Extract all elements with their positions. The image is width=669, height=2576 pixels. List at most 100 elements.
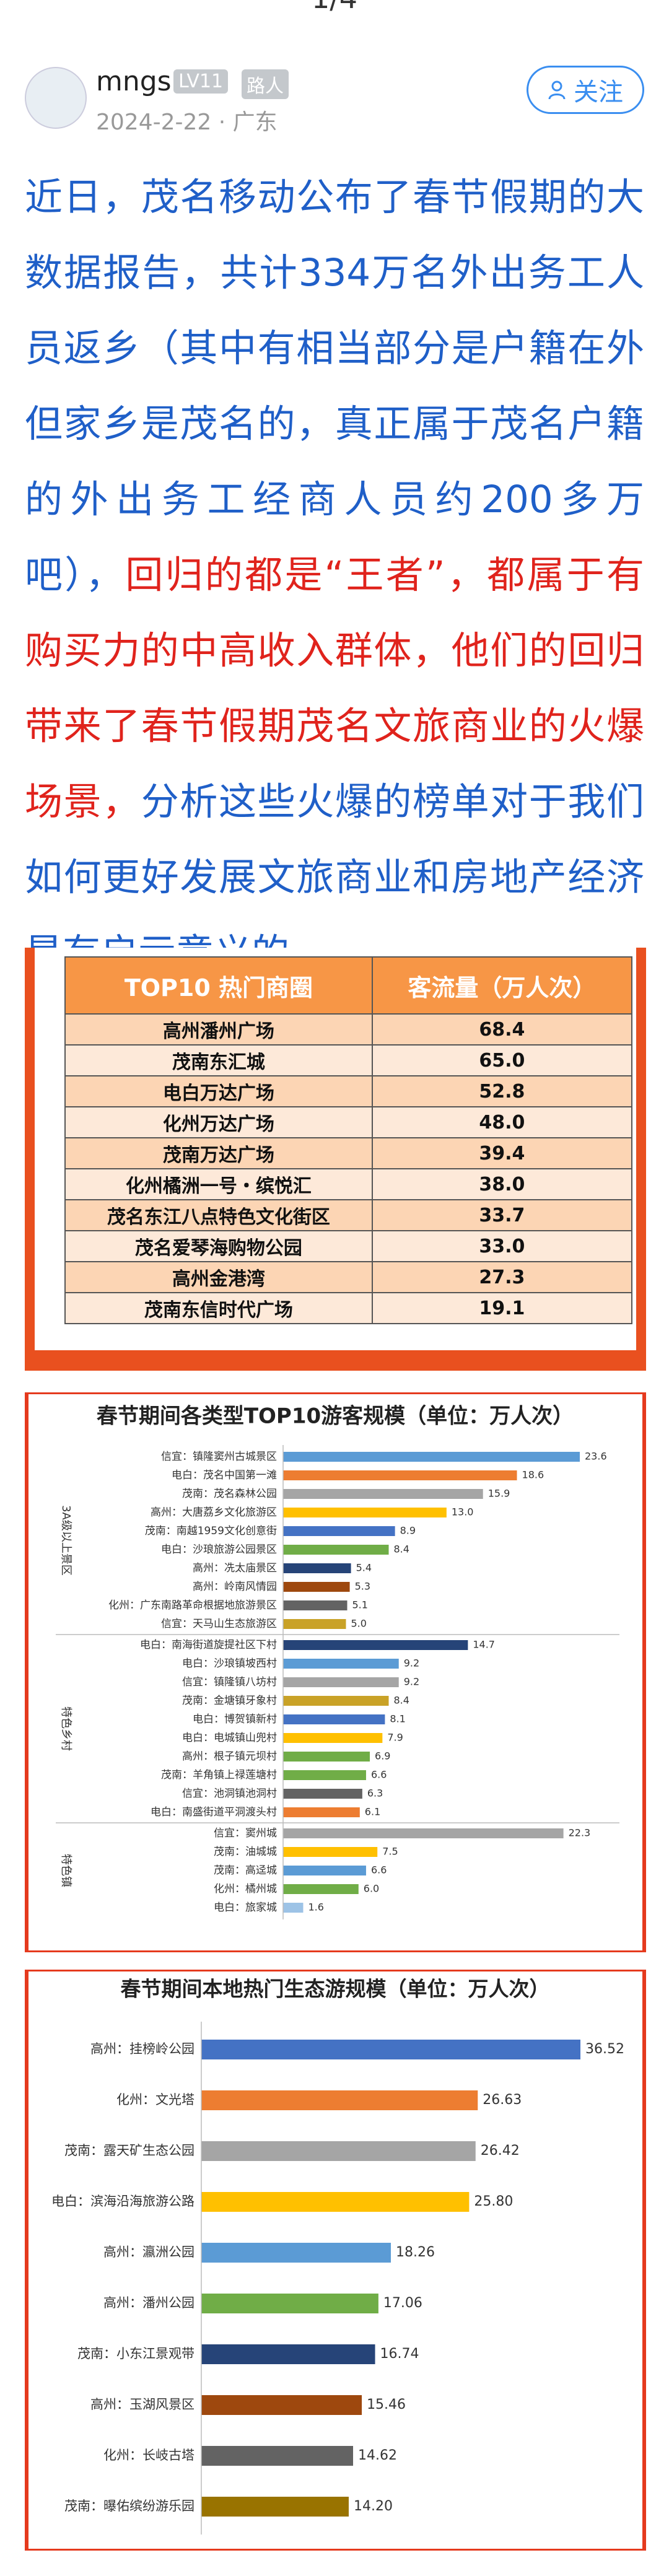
value-label: 22.3 <box>569 1827 591 1839</box>
bar <box>283 1452 580 1462</box>
bar <box>201 2192 470 2212</box>
category-label: 茂南：茂名森林公园 <box>182 1488 277 1500</box>
bar <box>283 1696 389 1706</box>
value-label: 8.4 <box>393 1543 409 1555</box>
category-label: 茂南：小东江景观带 <box>77 2346 195 2361</box>
category-label: 茂南：羊角镇上禄莲塘村 <box>161 1769 277 1781</box>
category-label: 电白：沙琅镇坡西村 <box>182 1657 277 1670</box>
category-label: 化州：长岐古塔 <box>103 2448 195 2463</box>
value-label: 14.62 <box>358 2448 397 2463</box>
category-label: 信宜：镇隆镇八坊村 <box>182 1676 277 1688</box>
avatar[interactable] <box>25 67 87 129</box>
bar <box>201 2446 354 2466</box>
category-label: 高州：岭南风情园 <box>193 1581 277 1593</box>
table-row: 茂名东江八点特色文化街区 33.7 <box>64 1199 633 1231</box>
bar <box>283 1847 378 1857</box>
category-label: 化州：橘州城 <box>214 1883 277 1895</box>
value-label: 9.2 <box>404 1676 419 1688</box>
table-cell: 39.4 <box>371 1137 633 1169</box>
table-cell: 高州金港湾 <box>64 1261 373 1293</box>
table-cell: 19.1 <box>371 1292 633 1324</box>
value-label: 36.52 <box>585 2041 624 2057</box>
bar <box>283 1770 366 1780</box>
bar <box>283 1508 447 1517</box>
category-label: 信宜：镇隆窦州古城景区 <box>161 1451 277 1463</box>
category-label: 茂南：金塘镇牙象村 <box>182 1695 277 1707</box>
table-row: 茂南东信时代广场 19.1 <box>64 1292 633 1324</box>
value-label: 5.0 <box>351 1618 366 1630</box>
bar <box>283 1563 351 1573</box>
table-cell: 33.7 <box>371 1199 633 1231</box>
text-segment: 分析这些火爆的榜单对于我们如何更好发展文旅商业和房地产经济是有启示意义的。 <box>25 780 644 975</box>
value-label: 14.20 <box>354 2499 393 2514</box>
table-cell: 27.3 <box>371 1261 633 1293</box>
category-label: 高州：根子镇元坝村 <box>182 1750 277 1763</box>
category-label: 高州：瀛洲公园 <box>103 2245 195 2259</box>
bar <box>283 1828 564 1838</box>
bar <box>201 2344 375 2364</box>
value-label: 6.9 <box>375 1750 390 1762</box>
value-label: 26.42 <box>481 2143 520 2159</box>
bar <box>201 2395 362 2415</box>
level-badge: LV11 <box>173 69 229 94</box>
value-label: 15.46 <box>367 2397 406 2412</box>
category-label: 茂南：露天矿生态公园 <box>64 2143 195 2158</box>
follow-button[interactable]: 关注 <box>527 66 644 114</box>
value-label: 8.1 <box>390 1713 405 1725</box>
post-meta: 2024-2-22 · 广东 <box>96 110 278 135</box>
category-label: 茂南：油城城 <box>214 1846 277 1858</box>
category-label: 电白：电城镇山兜村 <box>182 1732 277 1744</box>
header-cell: TOP10 热门商圈 <box>64 956 373 1015</box>
group-label: 特色乡村 <box>59 1706 72 1751</box>
category-label: 化州：文光塔 <box>116 2092 195 2107</box>
value-label: 1.6 <box>308 1901 323 1913</box>
table-cell: 48.0 <box>371 1106 633 1138</box>
bar <box>283 1884 359 1894</box>
group-label: 特色镇 <box>59 1854 72 1887</box>
table-cell: 茂南东汇城 <box>64 1044 373 1076</box>
value-label: 7.5 <box>382 1846 398 1858</box>
category-label: 高州：冼太庙景区 <box>193 1562 277 1574</box>
bar <box>283 1640 468 1650</box>
table-cell: 化州万达广场 <box>64 1106 373 1138</box>
category-label: 电白：滨海沿海旅游公路 <box>51 2194 195 2209</box>
value-label: 23.6 <box>585 1451 607 1462</box>
category-label: 电白：沙琅旅游公园景区 <box>161 1543 277 1556</box>
bar <box>201 2243 391 2263</box>
bar <box>283 1470 517 1480</box>
table-image: TOP10 热门商圈 客流量（万人次） 高州潘州广场 68.4 茂南东汇城 65.0 电白万… <box>25 948 646 1371</box>
value-label: 6.1 <box>365 1806 380 1818</box>
follow-icon <box>548 81 566 100</box>
value-label: 6.6 <box>371 1864 387 1876</box>
value-label: 9.2 <box>404 1657 419 1669</box>
bar <box>201 2040 580 2059</box>
table-cell: 52.8 <box>371 1075 633 1107</box>
table-cell: 68.4 <box>371 1013 633 1046</box>
table-cell: 高州潘州广场 <box>64 1013 373 1046</box>
bar <box>283 1677 399 1687</box>
table-header-row: TOP10 热门商圈 客流量（万人次） <box>64 956 633 1015</box>
bar <box>201 2497 349 2517</box>
author-name[interactable]: mngs <box>96 66 172 97</box>
value-label: 8.4 <box>393 1695 409 1706</box>
value-label: 5.1 <box>352 1599 368 1611</box>
post-text: 近日，茂名移动公布了春节假期的大数据报告，共计334万名外出务工人员返乡（其中有… <box>25 160 644 991</box>
category-label: 电白：南盛街道平洞渡头村 <box>151 1806 277 1818</box>
table-row: 化州万达广场 48.0 <box>64 1106 633 1138</box>
table-cell: 茂南万达广场 <box>64 1137 373 1169</box>
bar <box>283 1903 304 1913</box>
table-row: 电白万达广场 52.8 <box>64 1075 633 1107</box>
category-label: 化州：广东南路革命根据地旅游景区 <box>108 1599 277 1612</box>
table-row: 化州橘洲一号・缤悦汇 38.0 <box>64 1168 633 1200</box>
table-cell: 33.0 <box>371 1230 633 1262</box>
value-label: 6.0 <box>364 1883 379 1895</box>
value-label: 18.6 <box>522 1469 544 1481</box>
value-label: 14.7 <box>473 1639 495 1651</box>
value-label: 6.3 <box>367 1788 383 1799</box>
value-label: 8.9 <box>400 1525 416 1537</box>
follow-label[interactable]: 关注 <box>574 78 623 107</box>
category-label: 高州：玉湖风景区 <box>90 2397 195 2412</box>
bar <box>283 1789 362 1799</box>
table: TOP10 热门商圈 客流量（万人次） 高州潘州广场 68.4 茂南东汇城 65.0 电白万… <box>64 956 633 1324</box>
